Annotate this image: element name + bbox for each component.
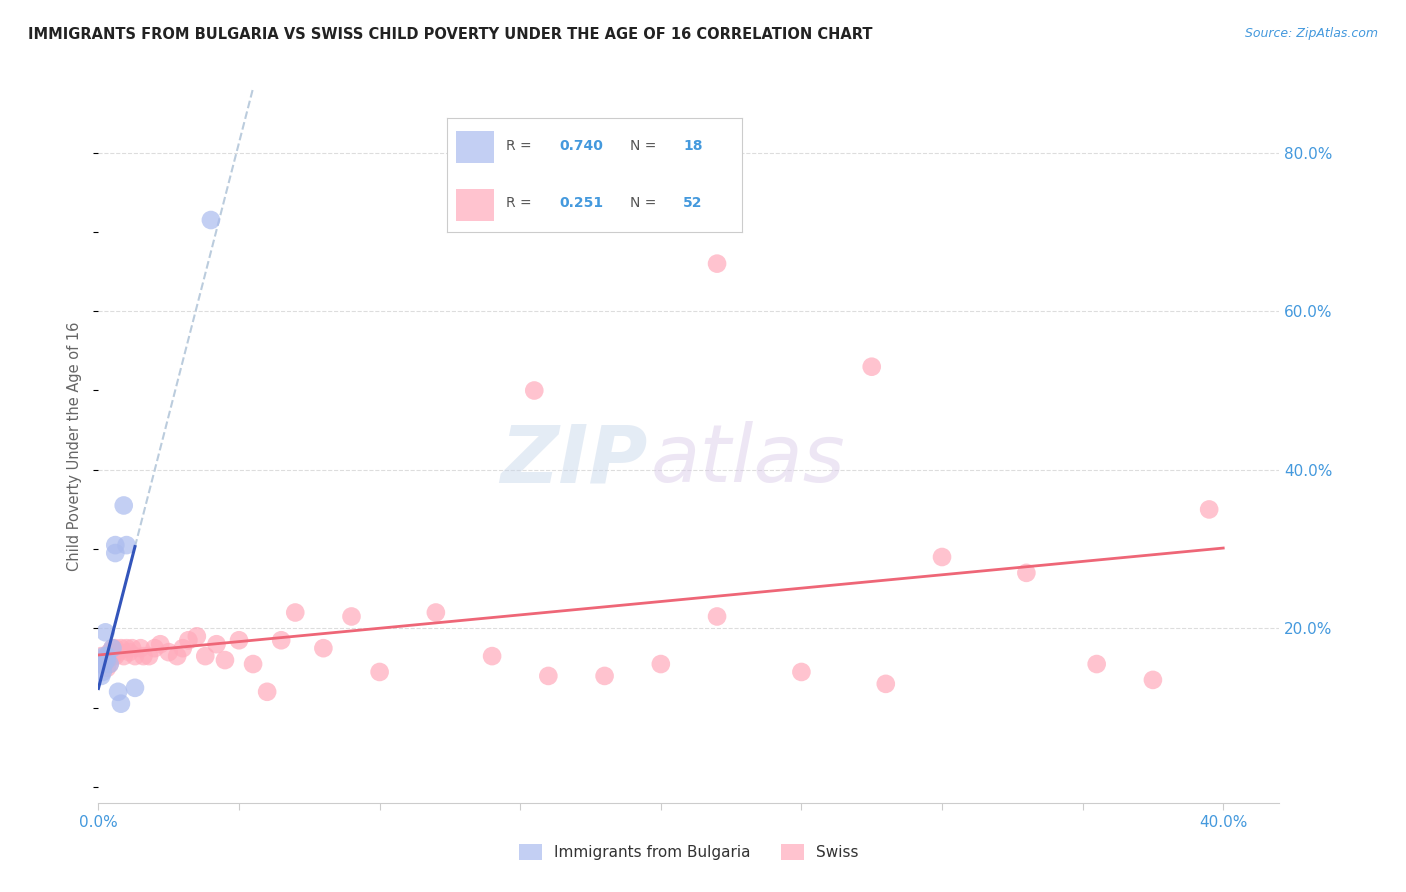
Point bbox=[1142, 673, 1164, 687]
Point bbox=[98, 657, 121, 671]
Point bbox=[101, 641, 124, 656]
Point bbox=[90, 669, 112, 683]
Point bbox=[89, 657, 111, 671]
Legend: Immigrants from Bulgaria, Swiss: Immigrants from Bulgaria, Swiss bbox=[513, 838, 865, 866]
Point bbox=[93, 657, 115, 671]
Point bbox=[166, 649, 188, 664]
Point bbox=[118, 645, 141, 659]
Point bbox=[340, 609, 363, 624]
Point bbox=[931, 549, 953, 564]
Point bbox=[706, 609, 728, 624]
Point bbox=[110, 697, 132, 711]
Point bbox=[186, 629, 208, 643]
Point bbox=[115, 538, 138, 552]
Point bbox=[214, 653, 236, 667]
Point bbox=[107, 685, 129, 699]
Point bbox=[256, 685, 278, 699]
Point bbox=[875, 677, 897, 691]
Point bbox=[94, 625, 117, 640]
Point bbox=[96, 649, 118, 664]
Point bbox=[104, 641, 127, 656]
Point bbox=[706, 257, 728, 271]
Text: ZIP: ZIP bbox=[501, 421, 648, 500]
Point bbox=[90, 649, 112, 664]
Point bbox=[157, 645, 180, 659]
Point bbox=[107, 645, 129, 659]
Text: IMMIGRANTS FROM BULGARIA VS SWISS CHILD POVERTY UNDER THE AGE OF 16 CORRELATION : IMMIGRANTS FROM BULGARIA VS SWISS CHILD … bbox=[28, 27, 873, 42]
Point bbox=[104, 538, 127, 552]
Point bbox=[270, 633, 292, 648]
Point bbox=[96, 661, 118, 675]
Point bbox=[91, 665, 114, 679]
Point bbox=[149, 637, 172, 651]
Point bbox=[112, 649, 135, 664]
Point bbox=[96, 649, 118, 664]
Point bbox=[650, 657, 672, 671]
Point bbox=[1085, 657, 1108, 671]
Point bbox=[115, 641, 138, 656]
Point bbox=[129, 641, 152, 656]
Point bbox=[143, 641, 166, 656]
Point bbox=[790, 665, 813, 679]
Point bbox=[312, 641, 335, 656]
Point bbox=[101, 641, 124, 656]
Point bbox=[172, 641, 194, 656]
Point bbox=[200, 213, 222, 227]
Point bbox=[104, 546, 127, 560]
Point bbox=[98, 645, 121, 659]
Point bbox=[228, 633, 250, 648]
Point bbox=[368, 665, 391, 679]
Point bbox=[98, 657, 121, 671]
Y-axis label: Child Poverty Under the Age of 16: Child Poverty Under the Age of 16 bbox=[67, 321, 83, 571]
Point bbox=[104, 649, 127, 664]
Point bbox=[1015, 566, 1038, 580]
Point bbox=[860, 359, 883, 374]
Point bbox=[121, 641, 143, 656]
Point bbox=[523, 384, 546, 398]
Text: Source: ZipAtlas.com: Source: ZipAtlas.com bbox=[1244, 27, 1378, 40]
Point bbox=[110, 641, 132, 656]
Point bbox=[96, 653, 118, 667]
Point bbox=[101, 649, 124, 664]
Point bbox=[93, 657, 115, 671]
Point bbox=[537, 669, 560, 683]
Text: atlas: atlas bbox=[651, 421, 846, 500]
Point bbox=[132, 649, 155, 664]
Point bbox=[593, 669, 616, 683]
Point bbox=[177, 633, 200, 648]
Point bbox=[138, 649, 160, 664]
Point bbox=[1198, 502, 1220, 516]
Point bbox=[481, 649, 503, 664]
Point bbox=[90, 657, 112, 671]
Point bbox=[124, 681, 146, 695]
Point bbox=[112, 499, 135, 513]
Point bbox=[242, 657, 264, 671]
Point bbox=[284, 606, 307, 620]
Point bbox=[205, 637, 228, 651]
Point bbox=[425, 606, 447, 620]
Point bbox=[194, 649, 217, 664]
Point bbox=[124, 649, 146, 664]
Point bbox=[93, 649, 115, 664]
